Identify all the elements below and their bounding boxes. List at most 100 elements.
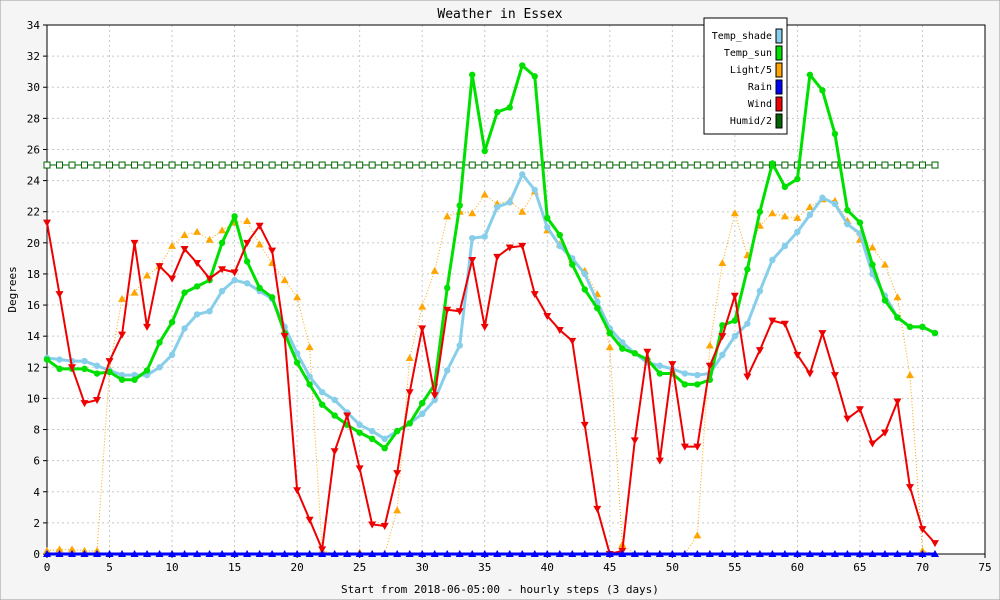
- rain-point: [230, 550, 239, 557]
- wind-point: [330, 448, 339, 456]
- humid-2-point: [668, 161, 676, 169]
- wind-point: [455, 308, 464, 316]
- y-tick-label: 28: [27, 112, 40, 125]
- temp-sun-point: [406, 420, 413, 427]
- temp-shade-point: [293, 350, 301, 357]
- rain-point: [218, 550, 227, 557]
- rain-point: [705, 550, 714, 557]
- rain-point: [105, 550, 114, 557]
- temp-sun-point: [268, 294, 276, 301]
- wind-point: [630, 437, 639, 445]
- temp-shade-point: [831, 200, 839, 208]
- light-5-point: [905, 371, 914, 379]
- temp-sun-point: [156, 339, 163, 346]
- temp-shade-point: [118, 371, 126, 379]
- temp-sun-point: [318, 401, 326, 408]
- y-tick-label: 10: [27, 392, 40, 405]
- temp-shade-point: [469, 234, 476, 242]
- light-5-point: [418, 302, 427, 310]
- rain-point: [430, 550, 439, 557]
- temp-shade-point: [694, 371, 701, 379]
- humid-2-point: [781, 161, 789, 169]
- wind-point: [268, 247, 277, 255]
- humid-2-point: [181, 161, 189, 169]
- humid-2-point: [493, 161, 501, 169]
- humid-2-point: [581, 161, 589, 169]
- humid-2-point: [381, 161, 389, 169]
- temp-shade-point: [356, 421, 363, 429]
- temp-sun-point: [243, 258, 251, 265]
- temp-shade-point: [81, 357, 88, 365]
- humid-2-point: [456, 161, 464, 169]
- light-5-point: [730, 209, 739, 217]
- rain-point: [580, 550, 589, 557]
- rain-point: [518, 550, 527, 557]
- temp-sun-point: [168, 318, 176, 326]
- legend-swatch: [775, 62, 783, 78]
- temp-sun-point: [444, 284, 451, 292]
- temp-shade-point: [681, 370, 689, 377]
- wind-point: [930, 540, 939, 548]
- legend-swatch: [775, 96, 783, 112]
- rain-point: [43, 550, 51, 557]
- light-5-point: [718, 259, 727, 267]
- rain-point: [730, 550, 739, 557]
- temp-shade-point: [819, 194, 826, 201]
- temp-sun-point: [769, 160, 776, 167]
- rain-point: [55, 550, 64, 557]
- wind-point: [418, 325, 427, 333]
- rain-point: [118, 550, 127, 557]
- wind-point: [230, 269, 239, 277]
- humid-2-point: [481, 161, 489, 169]
- temp-shade-point: [531, 186, 538, 194]
- temp-shade-point: [131, 371, 138, 379]
- light-5-point: [480, 190, 489, 198]
- temp-shade-point: [756, 287, 764, 295]
- humid-2-point: [643, 161, 651, 169]
- rain-point: [793, 550, 802, 557]
- temp-shade-point: [156, 364, 163, 371]
- y-tick-label: 30: [27, 81, 40, 94]
- temp-sun-point: [56, 365, 63, 373]
- temp-sun-point: [931, 329, 939, 337]
- temp-shade-point: [231, 276, 238, 284]
- temp-sun-point: [43, 356, 51, 363]
- wind-point: [880, 429, 889, 437]
- temp-sun-point: [744, 266, 751, 273]
- legend: Temp_shade Temp_sun Light/5 Rain Wind Humid/2: [703, 17, 788, 135]
- light-5-point: [430, 266, 439, 274]
- humid-2-point: [206, 161, 214, 169]
- humid-2-point: [343, 161, 351, 169]
- x-tick-label: 5: [106, 561, 113, 574]
- temp-sun-point: [106, 368, 113, 376]
- humid-2-point: [918, 161, 926, 169]
- humid-2-point: [656, 161, 664, 169]
- wind-point: [755, 347, 764, 355]
- light-5-point: [780, 212, 789, 220]
- wind-point: [905, 484, 914, 492]
- temp-sun-point: [481, 147, 488, 155]
- humid-2-point: [93, 161, 101, 169]
- temp-shade-point: [56, 356, 63, 363]
- humid-2-point: [131, 161, 139, 169]
- wind-point: [280, 333, 289, 341]
- humid-2-point: [156, 161, 164, 169]
- rain-point: [593, 550, 602, 557]
- x-tick-label: 70: [916, 561, 929, 574]
- light-5-point: [193, 227, 202, 235]
- humid-2-point: [218, 161, 226, 169]
- rain-point: [493, 550, 502, 557]
- temp-sun-point: [919, 323, 926, 331]
- rain-point: [918, 550, 927, 557]
- humid-2-point: [606, 161, 614, 169]
- wind-point: [718, 333, 727, 341]
- temp-sun-point: [419, 399, 426, 407]
- x-tick-label: 65: [853, 561, 866, 574]
- rain-point: [568, 550, 577, 557]
- humid-2-point: [293, 161, 301, 169]
- temp-sun-point: [393, 427, 401, 435]
- light-5-point: [393, 506, 402, 514]
- rain-point: [893, 550, 902, 557]
- temp-sun-point: [356, 429, 363, 436]
- rain-point: [368, 550, 377, 557]
